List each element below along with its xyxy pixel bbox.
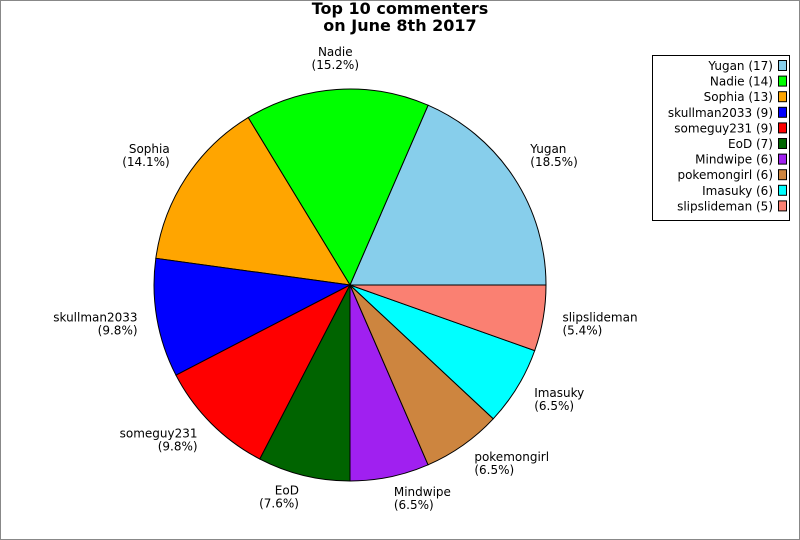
slice-label: Mindwipe [394,485,451,499]
slice-percent: (14.1%) [122,155,169,169]
slice-percent: (6.5%) [394,498,434,512]
legend-box [652,55,790,221]
pie-slice [349,284,547,352]
legend-swatch [778,200,787,212]
legend-swatch [778,91,787,103]
slice-percent: (5.4%) [562,324,602,338]
legend-label: someguy231 (9) [674,121,773,135]
chart-title: on June 8th 2017 [323,16,476,35]
legend-label: Nadie (14) [710,75,773,89]
legend-label: Mindwipe (6) [695,153,773,167]
legend-label: EoD (7) [728,137,773,151]
slice-label: pokemongirl [474,450,549,464]
slice-label: someguy231 [120,426,198,440]
legend-swatch [778,106,787,118]
slice-percent: (18.5%) [530,155,577,169]
pie-slice [349,104,547,286]
slice-percent: (6.5%) [474,463,514,477]
chart-title: Top 10 commenters [312,0,489,18]
pie-slice [155,116,351,286]
legend-label: pokemongirl (6) [677,168,773,182]
slice-label: EoD [275,483,299,497]
slice-label: skullman2033 [53,311,137,325]
pie-slice [247,88,429,287]
slice-label: Nadie [318,45,353,59]
legend-swatch [778,184,787,196]
slice-percent: (15.2%) [312,58,359,72]
legend-label: Yugan (17) [707,59,773,73]
slice-label: slipslideman [562,311,637,325]
legend-label: Imasuky (6) [702,184,773,198]
legend-label: skullman2033 (9) [668,106,773,120]
legend-swatch [778,153,787,165]
legend-swatch [778,138,787,149]
legend-swatch [778,122,787,134]
pie-slice [175,283,352,460]
slice-percent: (9.8%) [98,324,138,338]
legend-label: slipslideman (5) [677,199,773,213]
slice-label: Sophia [129,142,170,156]
legend-label: Sophia (13) [704,90,773,104]
pie-slice [259,284,351,482]
slice-label: Imasuky [534,386,584,400]
legend-swatch [778,169,787,181]
legend-swatch [778,75,787,87]
slice-percent: (7.6%) [259,496,299,510]
slice-percent: (9.8%) [158,439,198,453]
legend-swatch [778,60,787,71]
slice-label: Yugan [529,142,566,156]
slice-percent: (6.5%) [534,399,574,413]
pie-slice [153,257,352,376]
